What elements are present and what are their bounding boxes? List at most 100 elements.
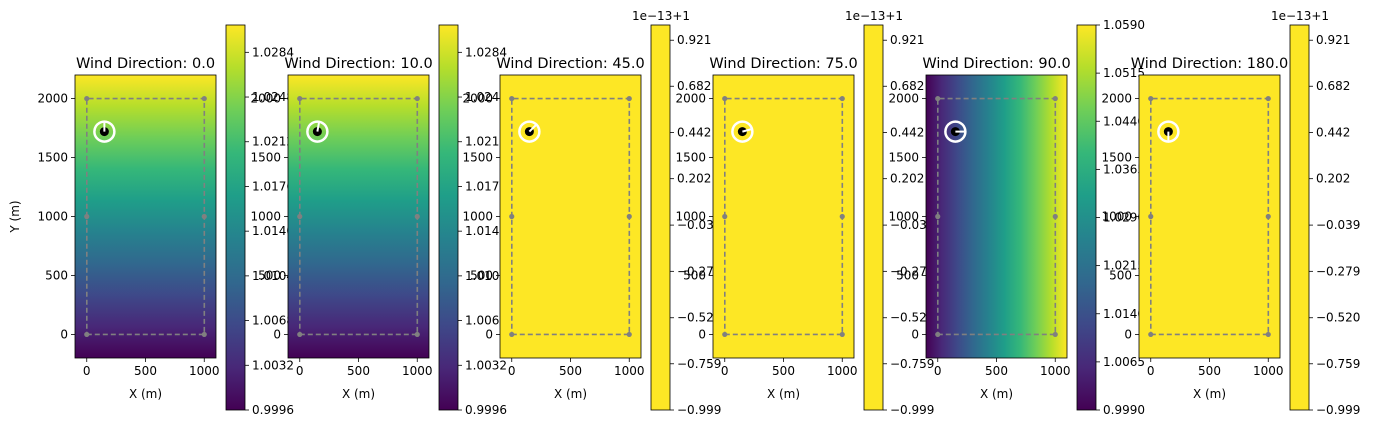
boundary-vertex [1265,95,1271,102]
colorbar-tick-label: 0.921 [890,33,924,47]
heatmap-field [288,75,429,358]
y-tick-label: 2000 [675,92,706,106]
colorbar-tick-label: 1.0590 [1103,18,1145,32]
heatmap-field [713,75,854,358]
x-axis-label: X (m) [129,387,162,401]
boundary-vertex [297,331,303,338]
panel-6: 0 500 1000 0 500 1000 1500 2000 X (m) Wind Direct… [1101,9,1360,417]
boundary-vertex [201,331,207,338]
colorbar-tick-label: 0.682 [890,79,924,93]
chart-title: Wind Direction: 10.0 [284,56,432,72]
panel-3: 0 500 1000 0 500 1000 1500 2000 X (m) Wind Direct… [462,9,721,417]
turbine-ring [93,120,116,143]
x-tick-label: 500 [347,364,370,378]
y-tick-label: 2000 [462,92,493,106]
colorbar-tick-label: 1.0248 [465,90,507,104]
colorbar-tick-label: 0.9996 [252,403,294,417]
turbine-ring [944,120,967,143]
boundary-vertex [201,95,207,102]
colorbar-tick-label: 1.0068 [465,314,507,328]
boundary-vertex [839,95,845,102]
colorbar-tick-label: 1.0140 [1103,307,1145,321]
colorbar-tick-label: 1.0365 [1103,162,1145,176]
colorbar-fill [864,25,883,410]
colorbar-tick-label: 1.0212 [252,135,294,149]
wind-direction-arrow [742,128,752,133]
chart-title: Wind Direction: 90.0 [922,56,1070,72]
heatmap-field [1139,75,1280,358]
x-tick-label: 0 [934,364,942,378]
colorbar-frame [225,24,246,411]
colorbar-frame [650,24,671,411]
y-tick-label: 1000 [675,210,706,224]
colorbar-tick-label: 0.9996 [465,403,507,417]
colorbar-fill [651,25,670,410]
colorbar-tick-label: 1.0104 [252,269,294,283]
boundary-vertex [509,331,515,338]
colorbar-tick-label: 1.0176 [252,179,294,193]
boundary-vertex [414,331,420,338]
colorbar-offset-text: 1e−13+1 [1271,9,1329,23]
colorbar-tick-label: 0.442 [1316,125,1350,139]
panel-1: 0 500 1000 0 500 1000 1500 2000 X (m) Y (m) Wind D… [8,24,294,417]
colorbar-frame [863,24,884,411]
chart-title: Wind Direction: 0.0 [76,56,215,72]
colorbar-tick-label: 0.921 [1316,33,1350,47]
x-tick-label: 1000 [614,364,645,378]
colorbar-tick-label: 1.0212 [465,135,507,149]
y-tick-label: 500 [683,268,706,282]
colorbar-tick-label: 1.0515 [1103,66,1145,80]
x-tick-label: 1000 [827,364,858,378]
colorbar-tick-label: −0.999 [890,403,934,417]
x-axis-label: X (m) [1193,387,1226,401]
colorbar-tick-label: −0.520 [1316,311,1360,325]
colorbar-tick-label: −0.279 [1316,264,1360,278]
y-tick-label: 0 [60,327,68,341]
turbine-ring [518,120,541,143]
y-tick-label: 2000 [888,92,919,106]
colorbar-tick-label: 0.202 [890,172,924,186]
x-tick-label: 500 [772,364,795,378]
colorbar-tick-label: 0.442 [677,125,711,139]
y-tick-label: 1000 [462,210,493,224]
colorbar-tick-label: 0.9990 [1103,403,1145,417]
x-tick-label: 1000 [189,364,220,378]
boundary-vertex [935,95,941,102]
turbine-ring [306,120,329,143]
boundary-vertex [84,213,90,220]
heatmap-field [926,75,1067,358]
wind-direction-arrow [528,124,537,133]
boundary-vertex [509,213,515,220]
colorbar-tick-label: −0.999 [677,403,721,417]
colorbar-fill [226,25,245,410]
colorbar-tick-label: −0.039 [677,218,721,232]
colorbar: 0.9996 1.0032 1.0068 1.0104 1.0140 1.0176 1.02… [438,24,507,417]
colorbar-fill [1290,25,1309,410]
y-tick-label: 1500 [675,151,706,165]
x-tick-label: 0 [508,364,516,378]
x-tick-label: 0 [83,364,91,378]
colorbar-tick-label: 1.0290 [1103,211,1145,225]
colorbar-tick-label: 0.202 [1316,172,1350,186]
y-tick-label: 1000 [37,210,68,224]
colorbar-tick-label: 0.682 [677,79,711,93]
y-tick-label: 0 [485,327,493,341]
x-tick-label: 0 [1147,364,1155,378]
boundary-vertex [722,213,728,220]
boundary-vertex [626,95,632,102]
y-tick-label: 0 [1124,327,1132,341]
y-tick-label: 0 [911,327,919,341]
colorbar-tick-label: 0.202 [677,172,711,186]
boundary-vertex [1052,331,1058,338]
colorbar-tick-label: −0.520 [890,311,934,325]
x-axis-label: X (m) [767,387,800,401]
colorbar-tick-label: 1.0140 [465,224,507,238]
colorbar-tick-label: 0.682 [1316,79,1350,93]
y-tick-label: 1000 [888,210,919,224]
boundary-vertex [935,331,941,338]
heatmap-field [75,75,216,358]
x-axis-label: X (m) [342,387,375,401]
colorbar-tick-label: −0.520 [677,311,721,325]
boundary-vertex [414,213,420,220]
boundary-vertex [722,331,728,338]
